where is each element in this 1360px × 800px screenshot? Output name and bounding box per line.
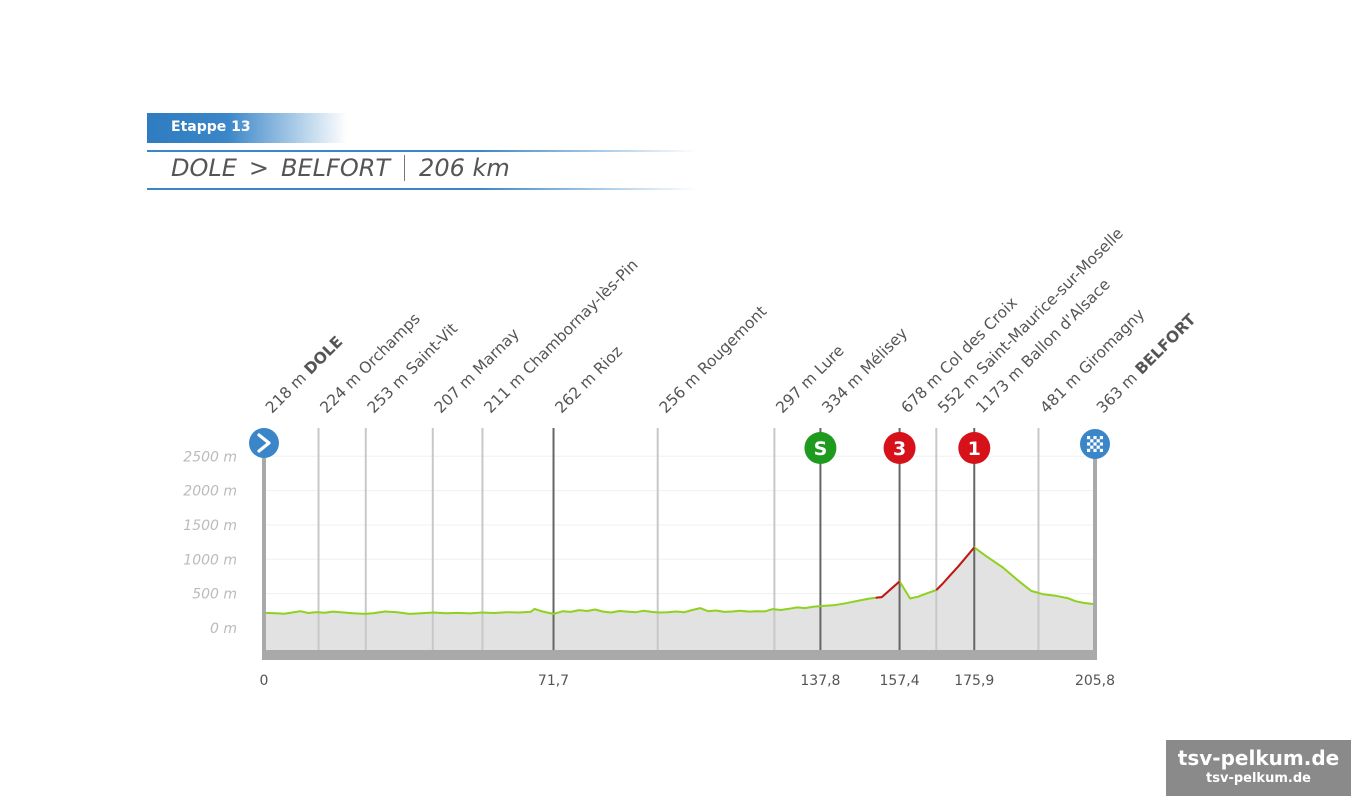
- x-tick-label: 0: [260, 673, 269, 689]
- axis-left-post: [262, 455, 266, 660]
- checkered-flag-icon: [1087, 436, 1103, 452]
- waypoint-label: 552 m Saint-Maurice-sur-Moselle: [934, 224, 1126, 416]
- elevation-line: [263, 546, 1096, 615]
- kom-marker-icon: [958, 432, 991, 464]
- watermark-line2: tsv-pelkum.de: [1206, 771, 1311, 786]
- waypoint-elevation: 262 m: [552, 366, 603, 417]
- climb-segment: [875, 580, 901, 599]
- checker-square: [1093, 442, 1097, 446]
- waypoint-name: Rougemont: [694, 302, 770, 378]
- checker-square: [1087, 448, 1091, 452]
- stage-label: Etappe 13: [171, 119, 251, 135]
- waypoint-elevation: 211 m: [481, 366, 532, 417]
- watermark: tsv-pelkum.de tsv-pelkum.de: [1166, 740, 1351, 796]
- waypoint-label: 334 m Mélisey: [819, 324, 912, 417]
- route-divider: [404, 155, 406, 181]
- checker-square: [1099, 448, 1103, 452]
- marker-label: 1: [968, 438, 981, 460]
- waypoint-label: 363 m BELFORT: [1093, 310, 1200, 417]
- axis-base-bar: [262, 650, 1097, 660]
- climb-segment: [935, 546, 976, 591]
- x-tick-label: 71,7: [538, 673, 569, 689]
- waypoint-name: Mélisey: [857, 324, 911, 378]
- checker-square: [1096, 445, 1100, 449]
- kom-marker-icon: [883, 432, 916, 464]
- marker-label: 3: [893, 438, 906, 460]
- route-arrow: >: [248, 154, 270, 182]
- waypoint-elevation: 363 m: [1093, 366, 1144, 417]
- y-tick-label: 1500 m: [183, 518, 237, 534]
- checker-square: [1099, 436, 1103, 440]
- x-tick-label: 157,4: [880, 673, 920, 689]
- header-rule-top: [147, 150, 697, 152]
- x-tick-label: 205,8: [1075, 673, 1115, 689]
- waypoint-elevation: 207 m: [431, 366, 482, 417]
- route-start: DOLE: [171, 154, 237, 182]
- watermark-line1: tsv-pelkum.de: [1177, 746, 1340, 770]
- checker-square: [1093, 436, 1097, 440]
- waypoint-elevation: 218 m: [262, 366, 313, 417]
- waypoint-elevation: 256 m: [656, 366, 707, 417]
- checker-square: [1096, 439, 1100, 443]
- y-tick-label: 1000 m: [183, 552, 237, 568]
- y-tick-label: 500 m: [192, 587, 237, 603]
- waypoint-name: Chambornay-lès-Pin: [519, 256, 641, 378]
- header-rule-bottom: [147, 188, 697, 190]
- x-tick-label: 137,8: [800, 673, 840, 689]
- checker-square: [1087, 442, 1091, 446]
- waypoint-label: 256 m Rougemont: [656, 302, 770, 416]
- y-tick-label: 2500 m: [183, 449, 237, 465]
- checker-square: [1090, 439, 1094, 443]
- waypoint-elevation: 481 m: [1037, 366, 1088, 417]
- waypoint-name: DOLE: [301, 333, 347, 379]
- start-chevron-icon: [257, 433, 271, 453]
- start-marker-icon: [249, 428, 279, 458]
- stage-badge: Etappe 13: [147, 113, 347, 143]
- checker-square: [1093, 448, 1097, 452]
- waypoint-label: 262 m Rioz: [552, 342, 626, 416]
- checker-square: [1087, 436, 1091, 440]
- marker-label: S: [814, 438, 828, 460]
- checker-square: [1099, 442, 1103, 446]
- waypoint-elevation: 224 m: [317, 366, 368, 417]
- route-finish: BELFORT: [281, 154, 391, 182]
- route-distance: 206 km: [419, 154, 510, 182]
- x-tick-label: 175,9: [954, 673, 994, 689]
- elevation-area: [264, 547, 1095, 650]
- y-tick-label: 2000 m: [183, 484, 237, 500]
- y-tick-label: 0 m: [210, 621, 237, 637]
- route-title: DOLE > BELFORT 206 km: [171, 154, 510, 182]
- checker-square: [1090, 445, 1094, 449]
- axis-right-post: [1093, 455, 1097, 660]
- waypoint-elevation: 297 m: [773, 366, 824, 417]
- sprint-marker-icon: [804, 432, 837, 464]
